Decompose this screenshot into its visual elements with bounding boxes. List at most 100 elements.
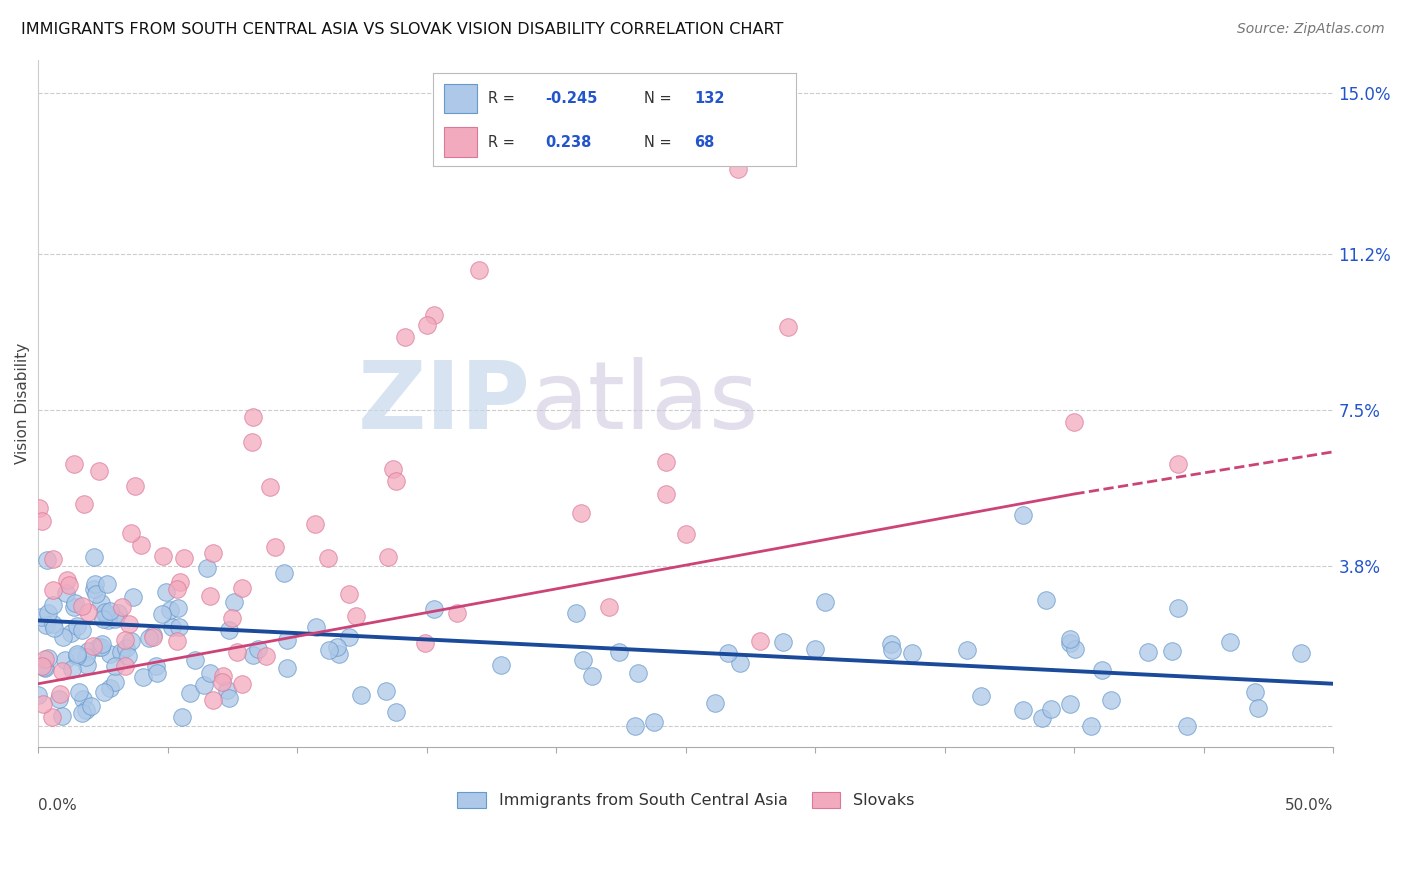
Point — [202, 693, 225, 707]
Point — [173, 551, 195, 566]
Point — [58, 578, 80, 592]
Point — [100, 681, 122, 695]
Point — [717, 646, 740, 660]
Point — [114, 632, 136, 647]
Point — [337, 587, 360, 601]
Point — [413, 636, 436, 650]
Point — [422, 602, 444, 616]
Point — [1289, 646, 1312, 660]
Point — [880, 638, 903, 652]
Point — [1167, 458, 1189, 472]
Point — [231, 676, 253, 690]
Text: IMMIGRANTS FROM SOUTH CENTRAL ASIA VS SLOVAK VISION DISABILITY CORRELATION CHART: IMMIGRANTS FROM SOUTH CENTRAL ASIA VS SL… — [21, 22, 783, 37]
Point — [1099, 693, 1122, 707]
Point — [75, 703, 97, 717]
Point — [211, 674, 233, 689]
Point — [42, 598, 65, 612]
Point — [1059, 632, 1081, 646]
Point — [142, 627, 165, 641]
Point — [145, 658, 167, 673]
Point — [1219, 634, 1241, 648]
Point — [627, 666, 650, 681]
Point — [70, 706, 93, 720]
Point — [1064, 642, 1087, 657]
Point — [167, 600, 190, 615]
Point — [73, 497, 96, 511]
Point — [240, 435, 263, 450]
Point — [1012, 703, 1035, 717]
Text: 0.0%: 0.0% — [38, 797, 77, 813]
Point — [242, 648, 264, 662]
Point — [221, 611, 243, 625]
Point — [30, 610, 52, 624]
Point — [104, 658, 127, 673]
Point — [124, 478, 146, 492]
Point — [184, 653, 207, 667]
Point — [110, 645, 132, 659]
Point — [115, 641, 138, 656]
Point — [155, 585, 177, 599]
Point — [34, 651, 56, 665]
Point — [94, 607, 117, 622]
Point — [385, 474, 408, 488]
Text: atlas: atlas — [530, 358, 759, 450]
Point — [31, 658, 53, 673]
Point — [32, 698, 55, 712]
Point — [385, 706, 408, 720]
Point — [571, 653, 593, 667]
Point — [377, 549, 399, 564]
Point — [131, 670, 153, 684]
Point — [76, 605, 98, 619]
Point — [107, 606, 129, 620]
Point — [27, 688, 49, 702]
Point — [202, 546, 225, 560]
Point — [59, 626, 82, 640]
Point — [72, 692, 94, 706]
Point — [87, 464, 110, 478]
Point — [880, 643, 903, 657]
Point — [62, 457, 84, 471]
Point — [51, 665, 73, 679]
Point — [655, 486, 678, 500]
Point — [55, 573, 77, 587]
Point — [1243, 685, 1265, 699]
Point — [169, 574, 191, 589]
Point — [98, 604, 121, 618]
Point — [114, 658, 136, 673]
Point — [749, 634, 772, 648]
Point — [104, 674, 127, 689]
Point — [231, 582, 253, 596]
Point — [416, 318, 439, 333]
Point — [67, 685, 90, 699]
Point — [87, 640, 110, 655]
Point — [624, 719, 647, 733]
Point — [159, 603, 181, 617]
Point — [84, 587, 107, 601]
Point — [62, 600, 84, 615]
Point — [32, 660, 55, 674]
Point — [104, 612, 127, 626]
Point — [98, 647, 121, 661]
Point — [42, 552, 65, 566]
Point — [276, 633, 298, 648]
Point — [90, 640, 112, 655]
Point — [120, 526, 142, 541]
Point — [254, 649, 277, 664]
Text: Source: ZipAtlas.com: Source: ZipAtlas.com — [1237, 22, 1385, 37]
Point — [804, 642, 827, 657]
Point — [1059, 636, 1081, 650]
Point — [212, 669, 235, 683]
Point — [304, 516, 326, 531]
Text: ZIP: ZIP — [357, 358, 530, 450]
Point — [166, 633, 188, 648]
Point — [60, 662, 83, 676]
Point — [564, 607, 586, 621]
Point — [655, 454, 678, 468]
Point — [91, 612, 114, 626]
Point — [242, 410, 264, 425]
Point — [35, 553, 58, 567]
Point — [41, 710, 63, 724]
Point — [218, 623, 240, 637]
Point — [1035, 593, 1057, 607]
Point — [142, 630, 165, 644]
